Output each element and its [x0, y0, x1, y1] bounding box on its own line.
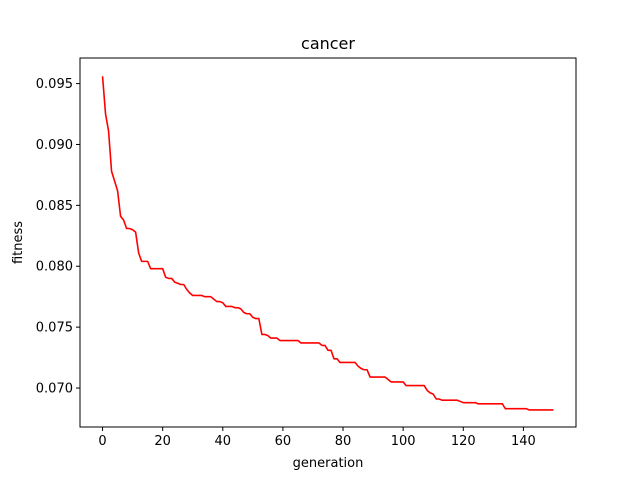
chart-title: cancer — [301, 34, 355, 53]
x-tick-label: 0 — [98, 434, 106, 449]
x-tick-label: 140 — [511, 434, 536, 449]
plot-frame — [79, 57, 577, 428]
x-tick-label: 80 — [335, 434, 352, 449]
y-tick-label: 0.075 — [36, 321, 73, 336]
x-tick-label: 120 — [451, 434, 476, 449]
x-tick-label: 40 — [215, 434, 232, 449]
y-tick-label: 0.085 — [36, 199, 73, 214]
y-tick-label: 0.095 — [36, 77, 73, 92]
y-axis-label: fitness — [11, 221, 26, 264]
y-axis-ticks: 0.070 0.075 0.080 0.085 0.090 0.095 — [36, 77, 80, 397]
x-tick-label: 60 — [275, 434, 292, 449]
y-tick-label: 0.090 — [36, 138, 73, 153]
x-tick-label: 100 — [391, 434, 416, 449]
series-line-fitness — [101, 76, 554, 411]
x-axis-label: generation — [293, 456, 364, 471]
x-axis-ticks: 0 20 40 60 80 100 120 140 — [98, 427, 536, 449]
y-tick-label: 0.080 — [36, 260, 73, 275]
plot-area — [79, 57, 577, 428]
x-tick-label: 20 — [154, 434, 171, 449]
y-tick-label: 0.070 — [36, 382, 73, 397]
